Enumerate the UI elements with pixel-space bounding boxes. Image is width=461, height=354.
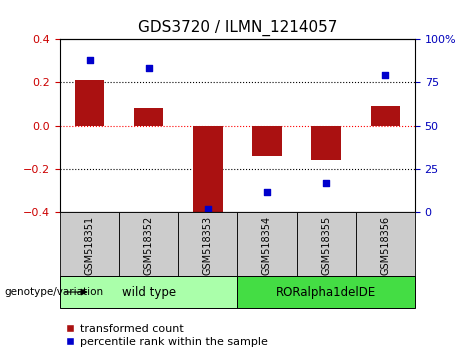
- Text: GSM518354: GSM518354: [262, 216, 272, 275]
- Bar: [356, 212, 415, 276]
- Point: [204, 206, 212, 212]
- Bar: [237, 276, 415, 308]
- Text: GSM518353: GSM518353: [203, 216, 213, 275]
- Bar: [178, 212, 237, 276]
- Text: GSM518352: GSM518352: [144, 216, 154, 275]
- Text: genotype/variation: genotype/variation: [5, 287, 104, 297]
- Bar: [311, 126, 341, 160]
- Bar: [60, 276, 237, 308]
- Text: GSM518351: GSM518351: [84, 216, 95, 275]
- Bar: [75, 80, 104, 126]
- Bar: [134, 108, 164, 126]
- Bar: [119, 212, 178, 276]
- Point: [145, 65, 152, 71]
- Text: GSM518355: GSM518355: [321, 216, 331, 275]
- Bar: [371, 106, 400, 126]
- Bar: [296, 212, 356, 276]
- Bar: [60, 212, 119, 276]
- Text: RORalpha1delDE: RORalpha1delDE: [276, 286, 376, 298]
- Bar: [252, 126, 282, 156]
- Bar: [237, 212, 296, 276]
- Legend: transformed count, percentile rank within the sample: transformed count, percentile rank withi…: [65, 323, 269, 348]
- Text: wild type: wild type: [122, 286, 176, 298]
- Point: [86, 57, 93, 63]
- Bar: [193, 126, 223, 213]
- Title: GDS3720 / ILMN_1214057: GDS3720 / ILMN_1214057: [138, 20, 337, 36]
- Point: [382, 73, 389, 78]
- Point: [322, 180, 330, 186]
- Point: [263, 189, 271, 194]
- Text: GSM518356: GSM518356: [380, 216, 390, 275]
